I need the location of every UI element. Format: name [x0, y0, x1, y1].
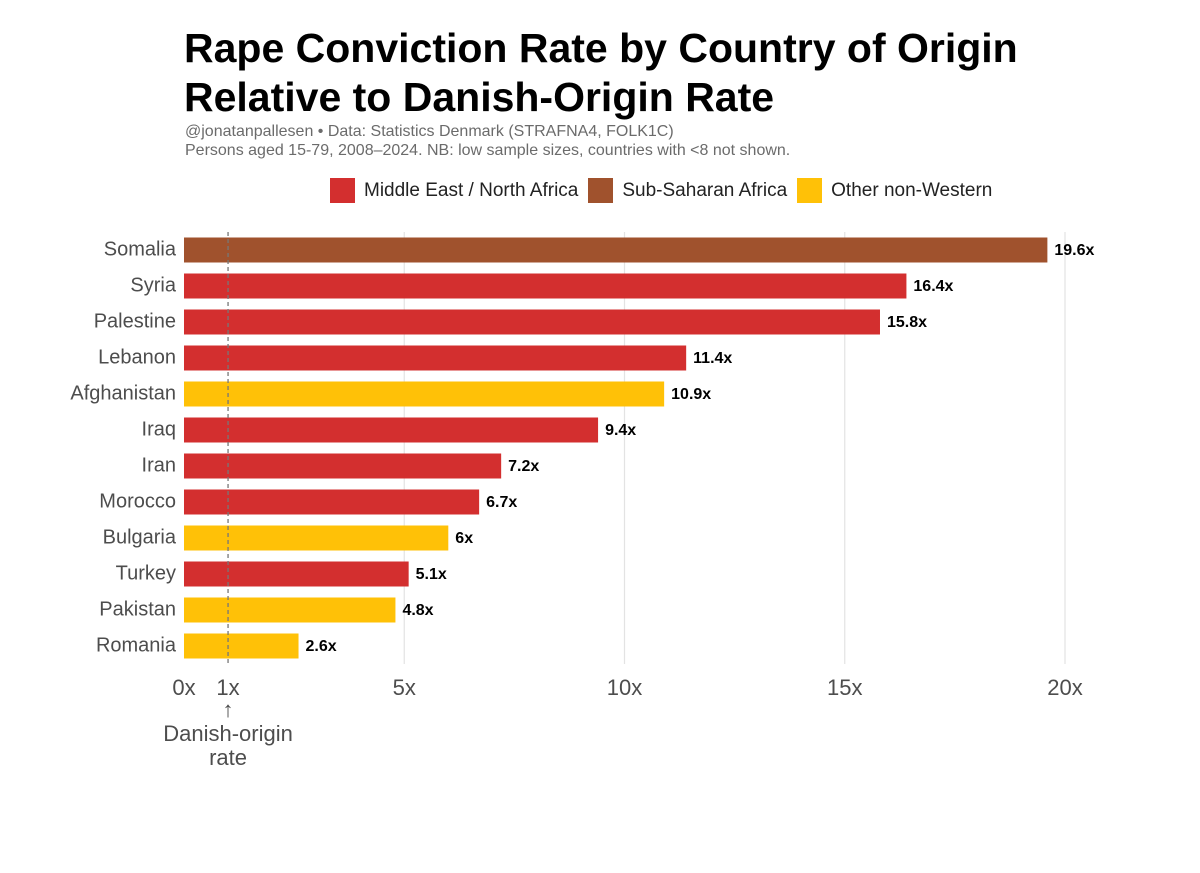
x-tick-label-1: 1x [216, 675, 239, 700]
legend-label-ssa: Sub-Saharan Africa [622, 179, 788, 201]
value-label-lebanon: 11.4x [693, 350, 732, 367]
bar-morocco [184, 489, 480, 515]
legend-label-mena: Middle East / North Africa [364, 179, 579, 201]
chart-subtitle: @jonatanpallesen • Data: Statistics Denm… [185, 122, 790, 160]
title-line-2: Relative to Danish-Origin Rate [184, 74, 775, 120]
reference-label-line-1: Danish-origin [163, 721, 293, 746]
value-label-syria: 16.4x [913, 278, 953, 295]
category-label-pakistan: Pakistan [99, 598, 176, 620]
value-label-turkey: 5.1x [416, 566, 447, 583]
value-label-palestine: 15.8x [887, 314, 927, 331]
legend-item-mena: Middle East / North Africa [330, 178, 578, 203]
bar-romania [184, 633, 299, 659]
category-label-iran: Iran [142, 454, 176, 476]
legend-swatch-ssa [588, 178, 614, 203]
category-label-syria: Syria [130, 274, 176, 296]
category-label-iraq: Iraq [142, 418, 176, 440]
x-tick-label-15: 15x [827, 675, 862, 700]
category-label-turkey: Turkey [116, 562, 176, 584]
reference-label-line-2: rate [209, 745, 247, 770]
value-label-iraq: 9.4x [605, 422, 636, 439]
bar-iraq [184, 417, 599, 443]
bar-lebanon [184, 345, 687, 371]
legend-item-ssa: Sub-Saharan Africa [588, 178, 787, 203]
value-label-iran: 7.2x [508, 458, 539, 475]
subtitle-line-1: @jonatanpallesen • Data: Statistics Denm… [185, 123, 674, 140]
category-label-romania: Romania [96, 634, 177, 656]
value-label-afghanistan: 10.9x [671, 386, 711, 403]
legend-swatch-other [797, 178, 823, 203]
legend-swatch-mena [330, 178, 355, 203]
title-line-1: Rape Conviction Rate by Country of Origi… [184, 25, 1018, 71]
value-label-romania: 2.6x [306, 638, 337, 655]
bar-bulgaria [184, 525, 449, 551]
bar-pakistan [184, 597, 396, 623]
gridlines [403, 232, 1066, 664]
category-label-morocco: Morocco [99, 490, 176, 512]
x-tick-label-5: 5x [393, 675, 416, 700]
reference-arrow: ↑ [223, 697, 234, 722]
category-label-palestine: Palestine [94, 310, 176, 332]
x-tick-label-10: 10x [607, 675, 642, 700]
value-label-somalia: 19.6x [1054, 242, 1094, 259]
category-label-afghanistan: Afghanistan [70, 382, 176, 404]
legend-label-other: Other non-Western [831, 179, 993, 201]
labels: Somalia 19.6x Syria 16.4x Palestine 15.8x Leba… [70, 238, 1094, 770]
category-label-somalia: Somalia [104, 238, 177, 260]
bar-syria [184, 273, 907, 299]
bar-afghanistan [184, 381, 665, 407]
chart-title: Rape Conviction Rate by Country of Origi… [184, 24, 1018, 122]
bars [184, 237, 1048, 659]
bar-palestine [184, 309, 880, 335]
value-label-morocco: 6.7x [486, 494, 517, 511]
legend: Middle East / North Africa Sub-Saharan A… [330, 178, 1002, 203]
legend-item-other: Other non-Western [797, 178, 992, 203]
subtitle-line-2: Persons aged 15-79, 2008–2024. NB: low s… [185, 142, 791, 159]
category-label-bulgaria: Bulgaria [103, 526, 177, 548]
category-label-lebanon: Lebanon [98, 346, 176, 368]
bar-turkey [184, 561, 409, 587]
bar-somalia [184, 237, 1048, 263]
bar-iran [184, 453, 502, 479]
x-tick-label-20: 20x [1047, 675, 1082, 700]
value-label-pakistan: 4.8x [402, 602, 433, 619]
value-label-bulgaria: 6x [455, 530, 473, 547]
x-tick-label-0: 0x [172, 675, 195, 700]
